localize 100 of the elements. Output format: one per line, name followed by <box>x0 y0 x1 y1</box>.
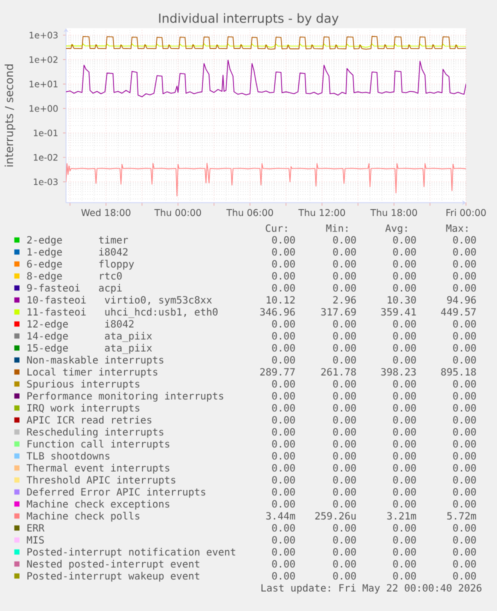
text: 5.72m <box>447 512 476 520</box>
text: 0.00 <box>272 380 295 388</box>
legend-label: Machine check polls <box>26 512 140 522</box>
x-tick-label: Wed 18:00 <box>81 208 130 216</box>
legend-label: Nested posted-interrupt event <box>27 560 200 570</box>
text: 0.00 <box>272 548 295 556</box>
text: 0.00 <box>333 380 356 388</box>
text: 317.69 <box>321 308 356 316</box>
text: 359.41 <box>381 308 416 316</box>
text: 0.00 <box>453 404 476 412</box>
text: 0.00 <box>393 452 416 460</box>
text: 3.44m <box>266 512 296 520</box>
text: 0.00 <box>333 488 356 496</box>
text: 0.00 <box>453 272 476 280</box>
text: 0.00 <box>393 236 416 244</box>
text: 0.00 <box>272 524 295 532</box>
text: 449.57 <box>441 308 476 316</box>
text: 0.00 <box>333 260 356 268</box>
text: 94.96 <box>447 296 476 304</box>
text: 0.00 <box>333 476 356 484</box>
text: 0.00 <box>393 344 416 352</box>
text: 0.00 <box>393 320 416 328</box>
text: 0.00 <box>453 248 476 256</box>
text: 0.00 <box>393 392 416 400</box>
text: 0.00 <box>272 236 295 244</box>
legend-label: Deferred Error APIC interrupts <box>27 488 206 498</box>
legend-label: Rescheduling interrupts <box>27 428 164 438</box>
text: 0.00 <box>393 428 416 436</box>
text: 0.00 <box>272 488 295 496</box>
y-tick-label: 1e-02 <box>34 154 58 161</box>
x-tick-label: Thu 18:00 <box>370 208 417 216</box>
text: Min: <box>326 224 348 232</box>
text: 2.96 <box>333 296 356 304</box>
text: 0.00 <box>453 476 476 484</box>
text: Last update: Fri May 22 00:00:40 2026 <box>262 584 482 594</box>
text: 0.00 <box>333 284 356 292</box>
legend-label: Performance monitoring interrupts <box>27 392 224 402</box>
text: 0.00 <box>453 452 476 460</box>
text: 0.00 <box>453 332 476 340</box>
y-tick-label: 1e-03 <box>34 178 58 186</box>
legend-label: Non-maskable interrupts <box>27 356 164 366</box>
text: 0.00 <box>272 260 295 268</box>
text: 0.00 <box>453 572 476 580</box>
x-tick-label: Thu 06:00 <box>226 208 273 216</box>
legend-label: 2-edge timer <box>27 236 128 246</box>
text: 0.00 <box>272 500 295 508</box>
x-tick-label: Fri 00:00 <box>446 208 486 216</box>
text: 0.00 <box>393 416 416 424</box>
text: 0.00 <box>393 464 416 472</box>
text: 0.00 <box>453 380 476 388</box>
text: 0.00 <box>272 404 295 412</box>
legend-label: Posted-interrupt wakeup event <box>27 572 200 582</box>
text: 0.00 <box>393 404 416 412</box>
text: 0.00 <box>393 548 416 556</box>
text: Max: <box>446 224 468 232</box>
line-series <box>66 162 466 197</box>
text: 0.00 <box>272 572 295 580</box>
text: 0.00 <box>333 320 356 328</box>
text: 398.23 <box>381 368 416 376</box>
text: 0.00 <box>333 356 356 364</box>
text: 0.00 <box>453 356 476 364</box>
legend-label: TLB shootdowns <box>26 452 110 460</box>
text: 0.00 <box>272 536 295 544</box>
text: 0.00 <box>453 320 476 328</box>
legend-label: Spurious interrupts <box>27 380 140 390</box>
y-tick-label: 1e-01 <box>34 130 58 136</box>
legend-label: 10-fasteoi virtio0, sym53c8xx <box>28 296 212 306</box>
text: 0.00 <box>333 464 356 472</box>
text: 895.18 <box>441 368 476 376</box>
text: 0.00 <box>333 572 356 580</box>
text: 0.00 <box>453 392 476 400</box>
legend-label: 1-edge i8042 <box>28 248 128 258</box>
text: 0.00 <box>453 260 476 268</box>
text: 0.00 <box>393 500 416 508</box>
text: 0.00 <box>453 560 476 568</box>
text: 0.00 <box>393 248 416 256</box>
legend-label: IRQ work interrupts <box>27 404 140 414</box>
text: 0.00 <box>333 392 356 400</box>
text: 0.00 <box>272 476 295 484</box>
text: 0.00 <box>333 332 356 340</box>
text: 0.00 <box>333 536 356 544</box>
text: 0.00 <box>333 272 356 280</box>
x-tick-label: Thu 00:00 <box>154 208 201 216</box>
text: 0.00 <box>453 284 476 292</box>
legend-label: 14-edge ata_piix <box>28 332 152 342</box>
text: 0.00 <box>333 236 356 244</box>
text: 0.00 <box>333 452 356 460</box>
text: 0.00 <box>272 320 295 328</box>
chart-title: Individual interrupts - by day <box>159 13 339 26</box>
text: 0.00 <box>333 524 356 532</box>
text: 0.00 <box>333 500 356 508</box>
text: 0.00 <box>272 272 295 280</box>
legend-label: 8-edge rtc0 <box>27 272 122 282</box>
text: 0.00 <box>272 428 295 436</box>
text: 0.00 <box>393 272 416 280</box>
text: 0.00 <box>393 440 416 448</box>
y-tick-label: 1e+03 <box>30 32 58 38</box>
text: 0.00 <box>453 236 476 244</box>
text: 0.00 <box>272 452 295 460</box>
text: 0.00 <box>453 344 476 352</box>
